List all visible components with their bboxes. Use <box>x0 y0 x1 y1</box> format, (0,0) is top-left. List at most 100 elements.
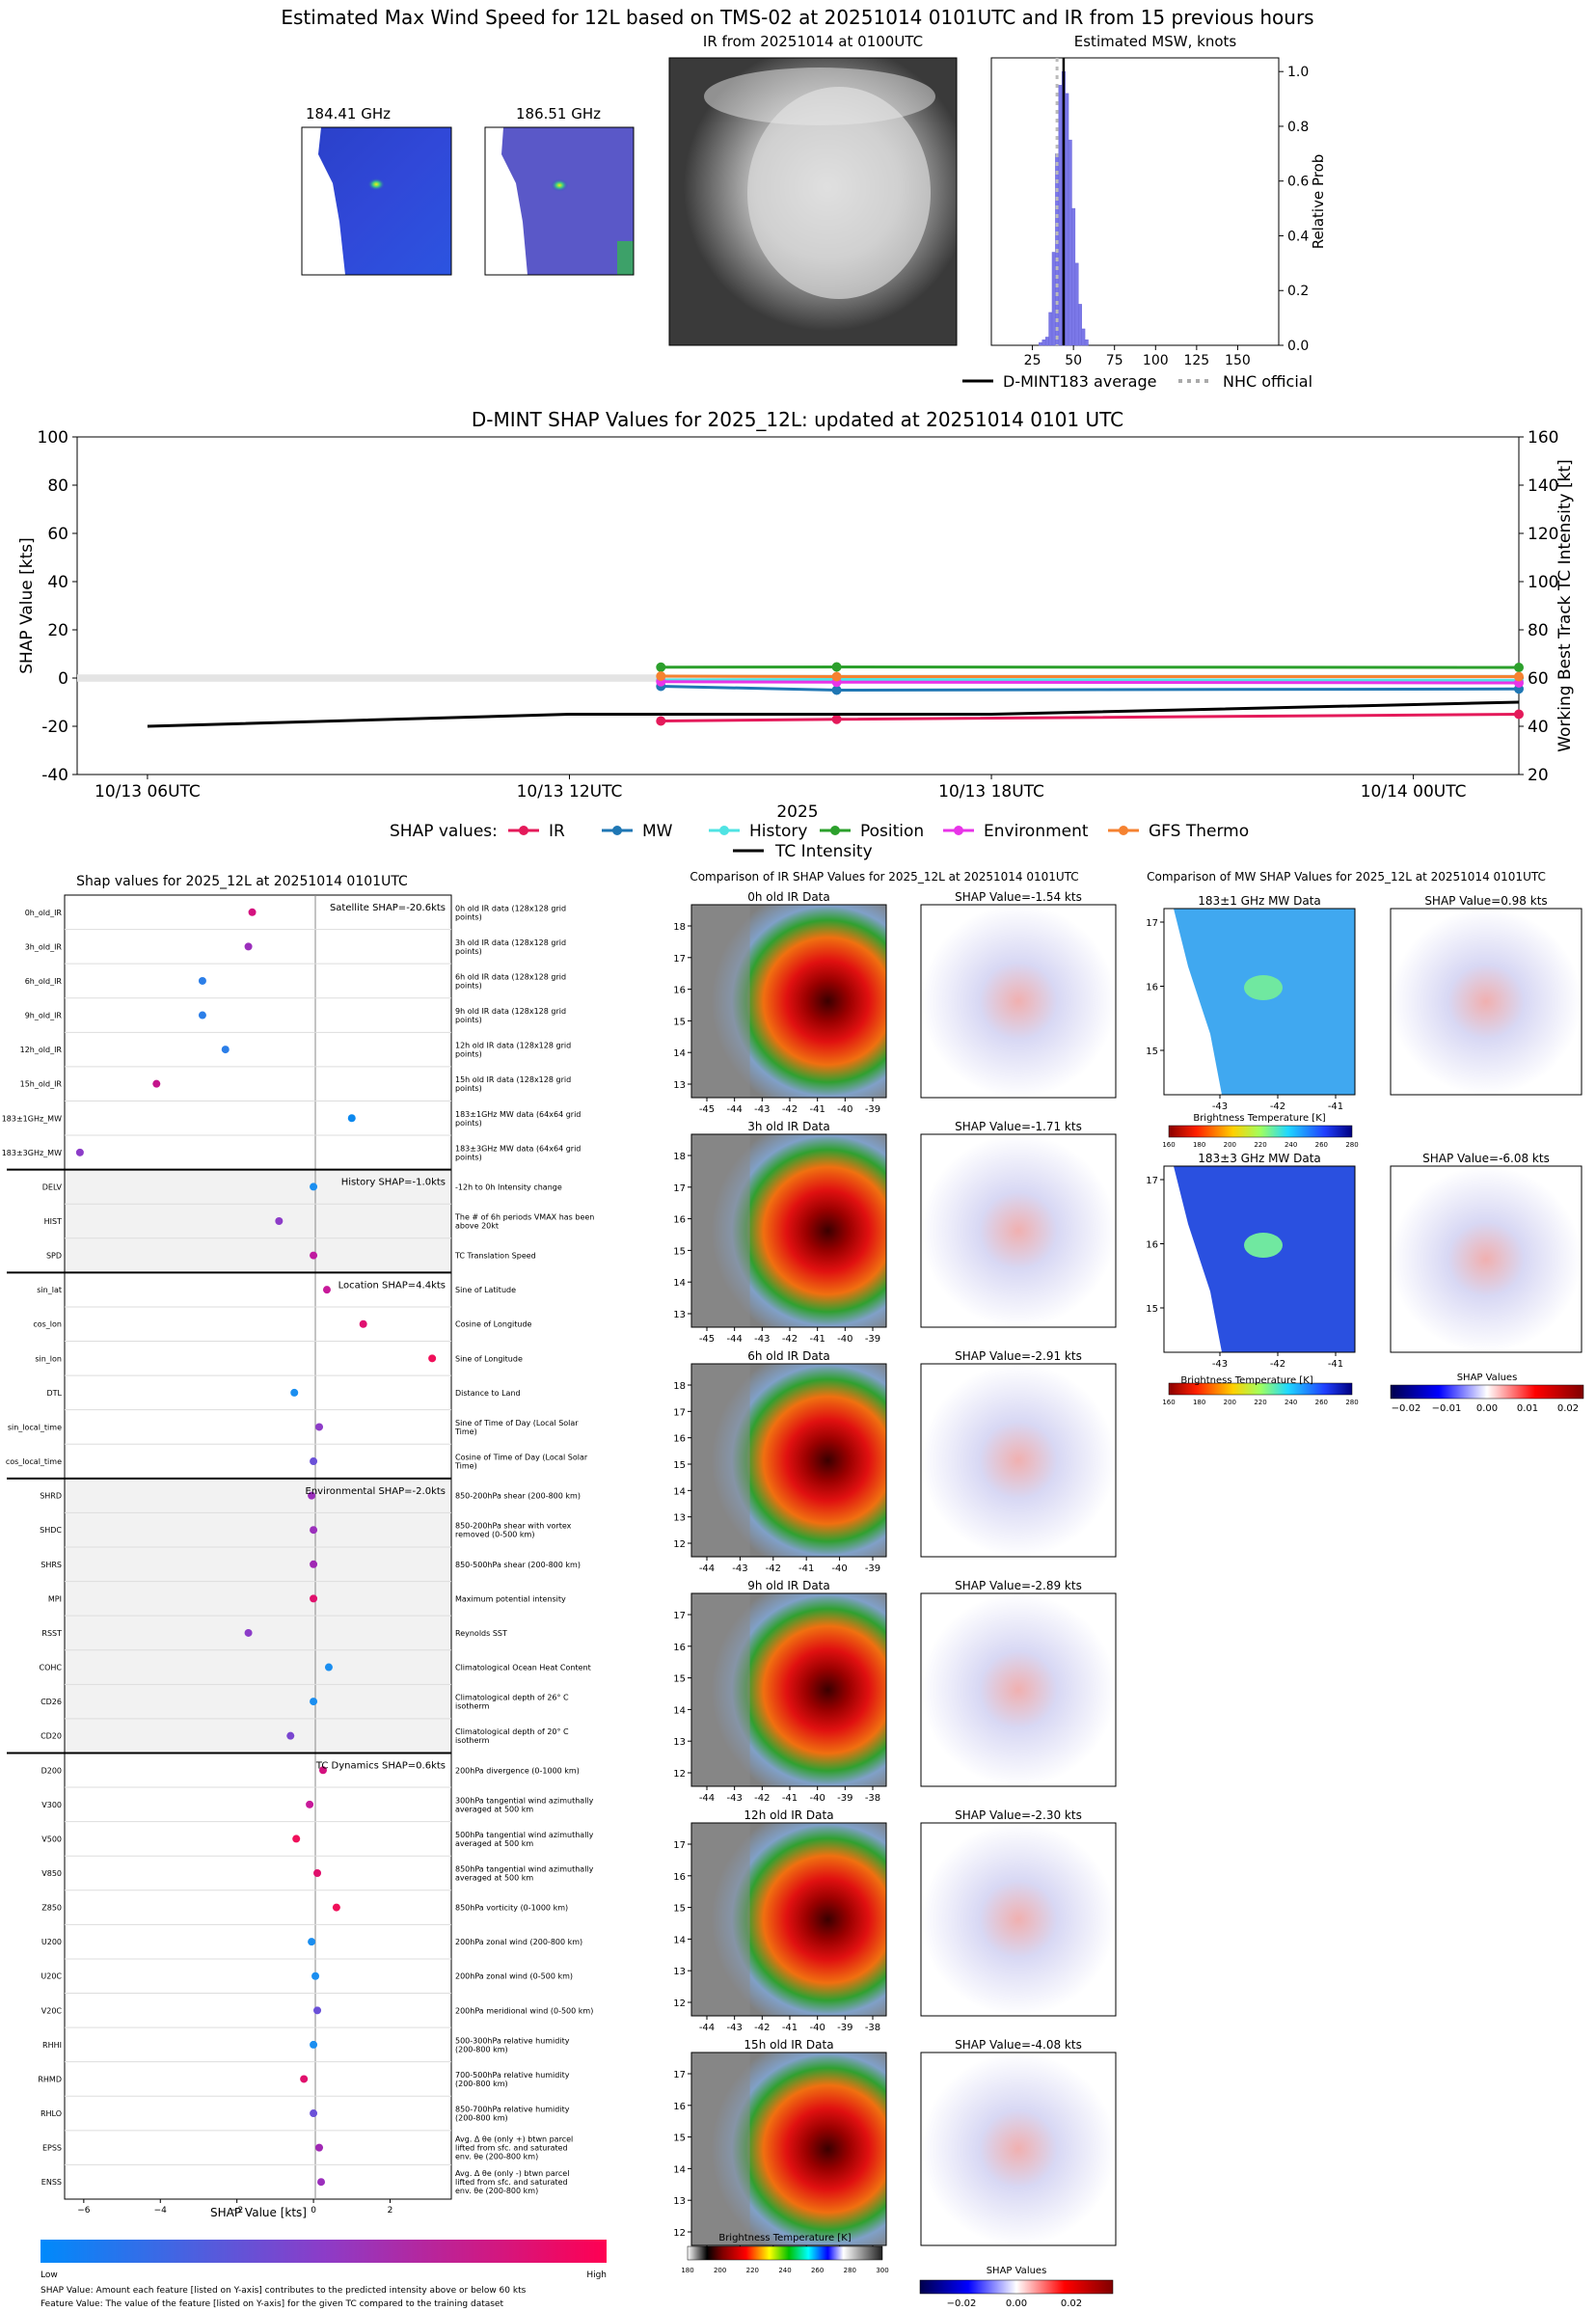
histogram-bar <box>1068 139 1072 346</box>
feature-name: 0h_old_IR <box>25 909 63 917</box>
feature-description: 183±3GHz MW data (64x64 grid points) <box>455 1144 581 1161</box>
shap-point <box>324 1663 333 1672</box>
histogram-title: Estimated MSW, knots <box>1074 33 1237 50</box>
feature-name: HIST <box>44 1217 62 1226</box>
timeseries-ylabel-left: SHAP Value [kts] <box>17 537 37 674</box>
feature-description: 200hPa zonal wind (200-800 km) <box>455 1938 582 1946</box>
shap-point <box>310 1560 318 1568</box>
shap-point <box>198 976 206 985</box>
ir-xtick-label: -42 <box>754 1793 770 1804</box>
histogram-ytick-label: 0.6 <box>1287 175 1309 190</box>
ir-xtick-label: -39 <box>865 1563 880 1574</box>
histogram-bar <box>1074 262 1079 346</box>
ir-shap-colorbar-label: SHAP Values <box>987 2266 1047 2276</box>
ir-cold-region <box>691 1364 750 1557</box>
series-point-position <box>656 662 666 672</box>
footnote-feature: Feature Value: The value of the feature … <box>41 2299 503 2309</box>
ir-cold-region <box>691 1823 750 2016</box>
histogram-bar <box>1084 340 1089 346</box>
feature-name: DTL <box>46 1389 62 1398</box>
ir-ytick-label: 15 <box>673 1460 686 1471</box>
mw-ytick-label: 15 <box>1146 1304 1158 1315</box>
ir-ytick-label: 13 <box>673 1080 686 1091</box>
ts-ytick-left-label: 100 <box>38 428 68 448</box>
feature-description: Sine of Longitude <box>455 1354 523 1363</box>
ir-cold-region <box>691 1134 750 1327</box>
group-shap-label: Environmental SHAP=-2.0kts <box>306 1486 446 1497</box>
shap-point <box>317 2178 326 2187</box>
ts-ytick-left-label: 60 <box>47 525 68 544</box>
ir-colorbar-tick: 300 <box>876 2267 888 2274</box>
ir-ytick-label: 18 <box>673 1152 686 1162</box>
ir-xtick-label: -39 <box>837 2023 852 2033</box>
ir-data-frame <box>690 1822 887 2017</box>
ts-xtick-label: 10/13 18UTC <box>938 782 1044 802</box>
ir-ytick-label: 16 <box>673 1215 686 1226</box>
shap-point <box>318 1766 327 1775</box>
feature-value-colorbar <box>41 2240 607 2263</box>
ir-shap-colorbar <box>919 2279 1114 2295</box>
histogram-ytick-label: 1.0 <box>1287 65 1309 80</box>
ir-ytick-label: 17 <box>673 1840 686 1851</box>
ir-xtick-label: -41 <box>809 1334 825 1345</box>
ts-ytick-right-label: 20 <box>1528 766 1549 785</box>
feature-description: Maximum potential intensity <box>455 1594 566 1603</box>
feature-description: -12h to 0h Intensity change <box>455 1183 562 1191</box>
feature-description: The # of 6h periods VMAX has been above 2… <box>454 1213 594 1231</box>
ir-ytick-label: 16 <box>673 2102 686 2112</box>
mw-xtick-label: -42 <box>1270 1101 1285 1112</box>
feature-name: CD26 <box>41 1698 62 1706</box>
ir-ytick-label: 13 <box>673 2196 686 2207</box>
shap-point <box>310 2040 318 2049</box>
feature-description: 850-200hPa shear (200-800 km) <box>455 1492 581 1501</box>
feature-name: cos_local_time <box>6 1457 62 1466</box>
ir-colorbar-tick: 220 <box>746 2267 759 2274</box>
ir-ytick-label: 13 <box>673 1737 686 1748</box>
ts-ytick-right-label: 100 <box>1528 573 1558 592</box>
ts-legend-marker <box>612 826 622 835</box>
group-background <box>65 1169 451 1273</box>
ir-data-frame <box>690 1133 887 1328</box>
ir-xtick-label: -42 <box>782 1104 798 1115</box>
mw-shap-colorbar-tick: 0.00 <box>1476 1403 1498 1414</box>
feature-description: Cosine of Time of Day (Local Solar Time) <box>454 1454 588 1471</box>
ir-data-frame <box>690 1592 887 1787</box>
feature-description: Avg. Δ θe (only +) btwn parcel lifted fro… <box>455 2135 573 2161</box>
feature-description: 183±1GHz MW data (64x64 grid points) <box>455 1110 581 1128</box>
ir-colorbar-tick: 200 <box>714 2267 726 2274</box>
shap-timeseries: D-MINT SHAP Values for 2025_12L: updated… <box>17 408 1575 861</box>
mw-no-data-region <box>1164 909 1222 1095</box>
mw-data-frame <box>1163 1165 1356 1353</box>
group-shap-label: Location SHAP=4.4kts <box>338 1280 446 1291</box>
mw-colorbar-tick: 200 <box>1224 1399 1236 1406</box>
feature-description: Sine of Time of Day (Local Solar Time) <box>454 1419 579 1436</box>
series-line-environment <box>661 680 1520 685</box>
shap-point <box>310 1251 318 1260</box>
ir-ytick-label: 14 <box>673 1486 686 1497</box>
shap-point <box>310 1698 318 1706</box>
histogram-xtick-label: 25 <box>1024 353 1041 368</box>
mw-xtick-label: -43 <box>1212 1101 1228 1112</box>
mw-xtick-label: -43 <box>1212 1359 1228 1370</box>
histogram-ytick-label: 0.2 <box>1287 284 1309 299</box>
ir-data-title: 0h old IR Data <box>747 890 830 904</box>
ir-shap-image <box>921 1134 1116 1327</box>
ir-xtick-label: -43 <box>754 1104 770 1115</box>
histogram-bar <box>1041 340 1046 346</box>
feature-description: 500-300hPa relative humidity (200-800 km) <box>455 2036 570 2053</box>
histogram-xtick-label: 150 <box>1225 353 1251 368</box>
shap-point <box>275 1217 284 1225</box>
feature-name: COHC <box>40 1664 63 1672</box>
feature-name: Z850 <box>41 1904 62 1913</box>
histogram-xtick-label: 50 <box>1065 353 1082 368</box>
shap-point <box>322 1286 331 1294</box>
feature-description: 850hPa vorticity (0-1000 km) <box>455 1904 568 1913</box>
mw-shap-title: SHAP Value=0.98 kts <box>1424 894 1547 908</box>
shap-point <box>221 1046 230 1054</box>
ir-shap-image <box>921 2053 1116 2245</box>
histogram-bar <box>1065 93 1069 346</box>
ts-ytick-right-label: 40 <box>1528 718 1549 737</box>
legend-label-nhc: NHC official <box>1223 372 1312 391</box>
histogram-xtick-label: 125 <box>1183 353 1209 368</box>
